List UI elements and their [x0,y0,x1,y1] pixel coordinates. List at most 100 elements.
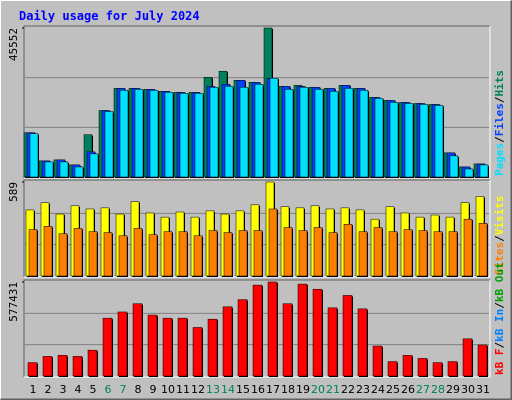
bar [237,299,248,377]
bar [299,87,309,178]
bar [314,89,324,178]
legend-entry: kB In [493,309,506,342]
legend-entry: kB F [493,349,506,376]
bar [132,303,143,377]
bar [387,361,398,377]
bar [89,153,99,178]
bar [464,168,474,178]
legend-entry: kB Out [493,262,506,302]
panel-border [23,179,490,277]
x-tick-label: 19 [296,383,310,396]
bar [298,230,308,277]
bar [329,91,339,178]
bar [149,90,159,178]
bar [103,232,113,277]
legend-entry: Pages [493,143,506,176]
bar [223,232,233,277]
bar [72,356,83,377]
bar [42,356,53,377]
legend-separator: / [493,235,506,242]
bar [342,295,353,377]
bar [73,228,83,277]
bar [193,235,203,277]
bar [404,103,414,178]
x-tick-label: 26 [401,383,415,396]
bar [449,155,459,178]
x-tick-label: 7 [120,383,127,396]
bar [87,349,98,377]
bar [433,231,443,277]
bar [57,355,68,377]
bar [328,232,338,277]
x-tick-label: 14 [221,383,235,396]
bar [388,231,398,277]
legend-entry: Sites [493,242,506,275]
bar [479,164,489,178]
legend-entry: Hits [493,70,506,97]
bar [372,345,383,377]
bar [389,102,399,178]
chart-title: Daily usage for July 2024 [19,9,200,23]
bar [133,228,143,277]
x-tick-label: 18 [281,383,295,396]
bar [297,283,308,377]
x-tick-label: 17 [266,383,280,396]
bar [224,86,234,178]
bar [284,89,294,178]
bar [44,161,54,178]
bar [358,231,368,277]
x-tick-label: 10 [161,383,175,396]
bar [434,105,444,178]
x-tick-label: 13 [206,383,220,396]
bar [267,281,278,377]
y-tick-label: 589 [7,182,20,202]
bar [43,226,53,277]
bar [118,235,128,277]
x-tick-label: 27 [416,383,430,396]
legend: kB F/kB In/kB Out [493,262,506,375]
x-tick-label: 20 [311,383,325,396]
x-tick-label: 31 [476,383,490,396]
bar [29,133,39,178]
bar [359,90,369,178]
bar [147,314,158,377]
bar [253,230,263,277]
bar [417,358,428,377]
bar [177,317,188,377]
bar [478,223,488,277]
legend: Pages/Files/Hits [493,70,506,176]
bar [179,93,189,178]
bar [403,229,413,277]
x-tick-label: 16 [251,383,265,396]
bar [117,311,128,377]
bar [462,338,473,377]
bar [344,88,354,178]
x-tick-label: 30 [461,383,475,396]
x-tick-label: 29 [446,383,460,396]
bar [343,224,353,277]
bar [357,308,368,377]
bar [477,344,488,377]
bar [28,229,38,277]
x-tick-label: 24 [371,383,385,396]
x-tick-label: 8 [135,383,142,396]
x-tick-label: 9 [150,383,157,396]
legend-entry: Visits [493,196,506,236]
bar [102,317,113,377]
x-tick-label: 2 [45,383,52,396]
panel-border [23,279,490,377]
bar [282,303,293,377]
x-tick-label: 21 [326,383,340,396]
bar [238,230,248,277]
bar [164,92,174,178]
bar [447,361,458,377]
bar [268,208,278,277]
bar [239,87,249,178]
bar [119,90,129,178]
bar [327,307,338,377]
legend: Sites/Visits [493,196,506,276]
legend-separator: / [493,136,506,143]
x-tick-label: 6 [105,383,112,396]
